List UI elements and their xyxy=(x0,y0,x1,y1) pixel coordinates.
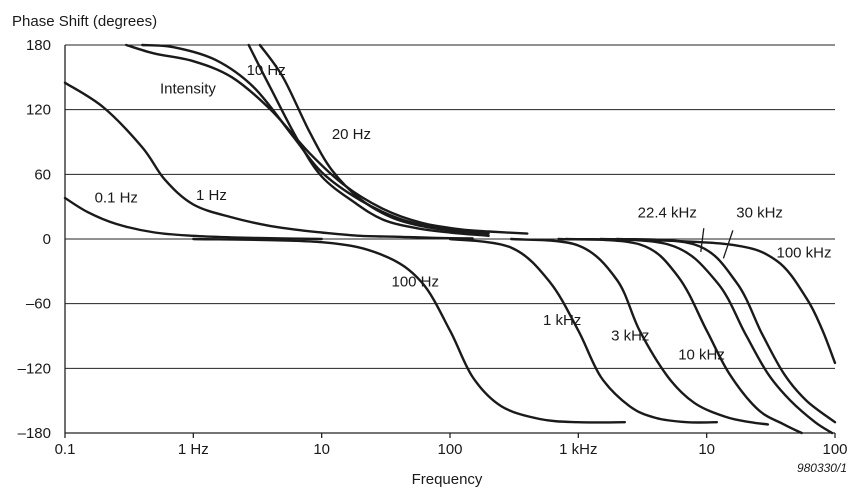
series-label: 100 Hz xyxy=(391,273,439,290)
curve-100-hz xyxy=(192,237,626,424)
series-label: 0.1 Hz xyxy=(95,189,138,206)
y-tick-label: 180 xyxy=(26,37,51,54)
figure-id: 980330/1 xyxy=(797,461,847,475)
label-leaders xyxy=(700,228,734,259)
curve-30-khz xyxy=(599,237,837,424)
curve-10-khz xyxy=(557,237,803,435)
y-tick-label: 60 xyxy=(34,166,51,183)
x-tick-label: 100 xyxy=(822,441,847,458)
curve-intensity xyxy=(125,43,529,235)
curve-20-hz xyxy=(258,43,490,235)
series-label: 30 kHz xyxy=(736,204,783,221)
x-axis-title: Frequency xyxy=(412,471,483,488)
series-label: 100 kHz xyxy=(776,244,831,261)
curve-series-3 xyxy=(247,43,490,237)
label-leader-line xyxy=(700,228,705,253)
label-leader-line xyxy=(722,230,734,259)
series-label: 20 Hz xyxy=(332,126,371,143)
x-tick-label: 10 xyxy=(698,441,715,458)
series-label: 22.4 kHz xyxy=(638,204,697,221)
y-tick-label: 0 xyxy=(43,231,51,248)
curve-100-khz xyxy=(615,237,837,365)
y-axis-title: Phase Shift (degrees) xyxy=(12,13,157,30)
series-labels: Intensity 10 Hz 20 Hz 1 Hz 0.1 Hz 100 Hz 1 kHz… xyxy=(95,62,832,364)
series-label: 1 Hz xyxy=(196,187,227,204)
x-tick-label: 1 kHz xyxy=(559,441,597,458)
series-label: 10 Hz xyxy=(247,62,286,79)
series-label: 10 kHz xyxy=(678,347,725,364)
curve-22-4-khz xyxy=(564,237,834,435)
curve-0-1-hz xyxy=(63,196,323,241)
axes xyxy=(64,45,836,438)
x-tick-label: 100 xyxy=(437,441,462,458)
y-tick-label: –120 xyxy=(18,360,51,377)
curve-1-hz xyxy=(63,81,474,240)
series-curves xyxy=(63,43,837,435)
curve-1-khz xyxy=(448,237,718,424)
y-tick-label: –180 xyxy=(18,425,51,442)
series-label: 3 kHz xyxy=(611,327,649,344)
x-tick-label: 1 Hz xyxy=(178,441,209,458)
curve-3-khz xyxy=(510,237,770,426)
series-label: Intensity xyxy=(160,81,216,98)
y-tick-label: 120 xyxy=(26,102,51,119)
y-tick-label: –60 xyxy=(26,296,51,313)
x-tick-label: 10 xyxy=(313,441,330,458)
x-tick-label: 0.1 xyxy=(55,441,76,458)
series-label: 1 kHz xyxy=(543,312,581,329)
